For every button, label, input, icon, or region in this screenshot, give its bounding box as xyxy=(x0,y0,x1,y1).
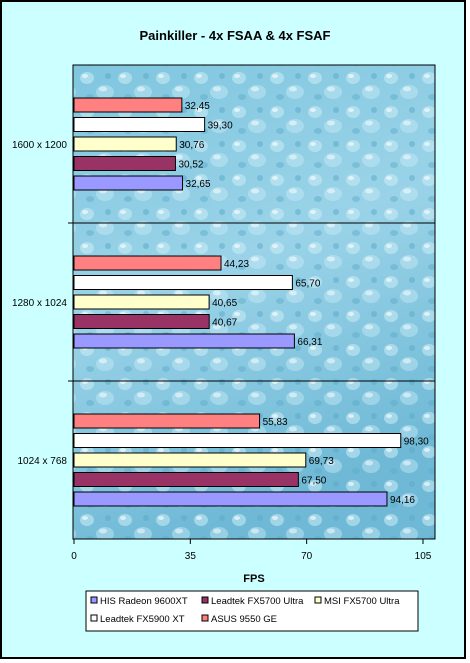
legend: HIS Radeon 9600XT Leadtek FX5700 Ultra MSI… xyxy=(85,590,419,632)
bar xyxy=(73,175,184,191)
bar xyxy=(73,255,222,271)
data-label: 67,50 xyxy=(301,476,326,487)
x-tick-label: 105 xyxy=(415,551,432,562)
x-tick-label: 70 xyxy=(301,551,313,562)
x-axis-label: FPS xyxy=(243,573,264,585)
bar xyxy=(73,156,176,171)
legend-label: ASUS 9550 GE xyxy=(211,614,277,625)
bar xyxy=(73,452,307,468)
category-label: 1280 x 1024 xyxy=(12,298,67,309)
data-label: 98,30 xyxy=(404,437,429,448)
legend-swatch xyxy=(314,596,322,604)
category-label: 1024 x 768 xyxy=(18,456,68,467)
data-label: 55,83 xyxy=(263,417,288,428)
legend-box xyxy=(85,590,419,632)
bar xyxy=(73,333,295,349)
data-label: 94,16 xyxy=(390,495,415,506)
data-label: 30,52 xyxy=(178,160,203,171)
legend-label: Leadtek FX5700 Ultra xyxy=(211,596,304,607)
legend-swatch xyxy=(201,596,209,604)
legend-swatch xyxy=(90,614,98,622)
x-tick-label: 0 xyxy=(71,551,77,562)
chart-title: Painkiller - 4x FSAA & 4x FSAF xyxy=(140,28,331,43)
data-label: 39,30 xyxy=(208,121,233,132)
data-label: 69,73 xyxy=(309,456,334,467)
data-label: 30,76 xyxy=(179,140,204,151)
x-tick-label: 35 xyxy=(185,551,197,562)
category-label: 1600 x 1200 xyxy=(12,140,67,151)
data-label: 44,23 xyxy=(224,259,249,270)
legend-label: Leadtek FX5900 XT xyxy=(100,614,185,625)
bar xyxy=(73,97,183,113)
data-label: 32,65 xyxy=(186,179,211,190)
bar xyxy=(73,117,206,132)
bar xyxy=(73,136,177,152)
bar xyxy=(73,294,210,310)
data-label: 65,70 xyxy=(295,279,320,290)
legend-swatch xyxy=(201,614,209,622)
bar xyxy=(73,314,210,329)
legend-label: MSI FX5700 Ultra xyxy=(324,596,400,607)
legend-swatch xyxy=(90,596,98,604)
bar xyxy=(73,275,293,290)
legend-label: HIS Radeon 9600XT xyxy=(100,596,188,607)
data-label: 40,65 xyxy=(212,298,237,309)
bar xyxy=(73,413,261,429)
bar xyxy=(73,433,402,448)
plot-border xyxy=(72,64,436,540)
bar xyxy=(73,491,388,507)
data-label: 40,67 xyxy=(212,318,237,329)
data-label: 66,31 xyxy=(297,337,322,348)
bar xyxy=(73,472,299,487)
data-label: 32,45 xyxy=(185,101,210,112)
